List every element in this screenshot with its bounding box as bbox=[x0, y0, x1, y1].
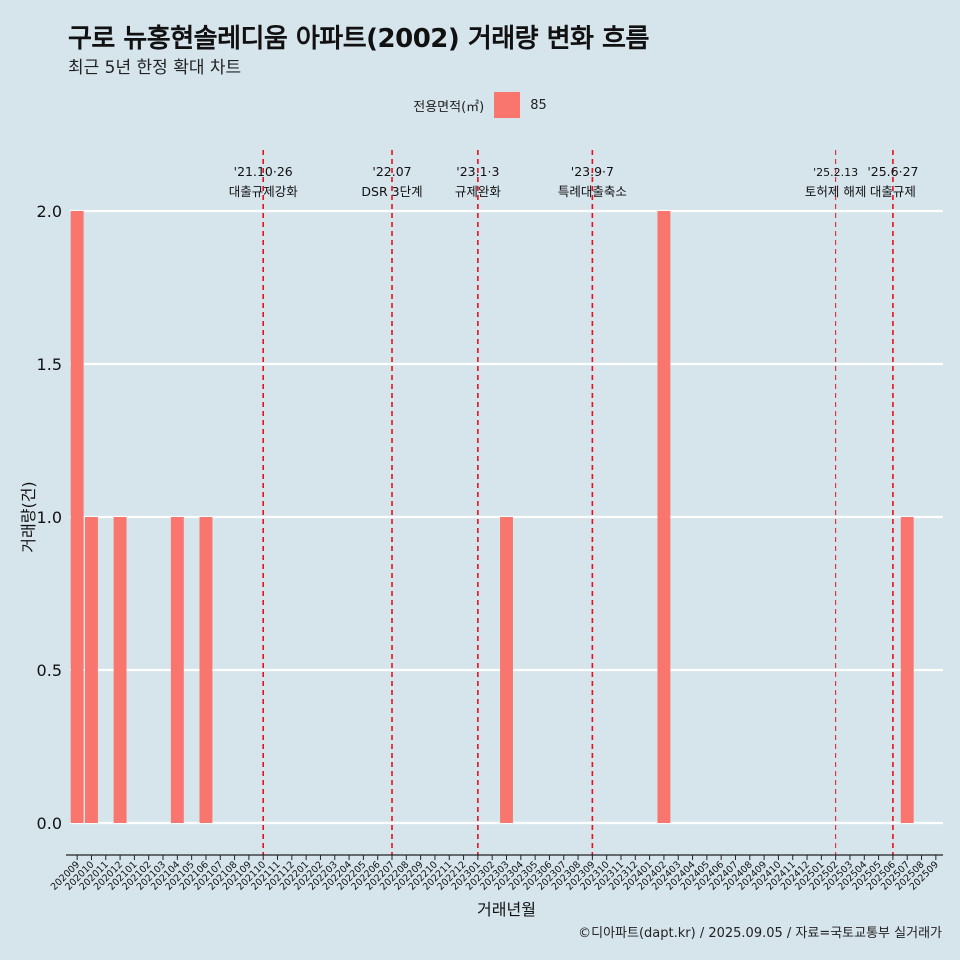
page-subtitle: 최근 5년 한정 확대 차트 bbox=[68, 58, 242, 78]
y-tick-label: 1.5 bbox=[37, 355, 62, 374]
policy-label: 대출규제 bbox=[870, 184, 916, 199]
policy-date: '21.10·26 bbox=[234, 164, 293, 179]
policy-label: 규제완화 bbox=[455, 184, 502, 199]
policy-label: DSR 3단계 bbox=[361, 184, 422, 199]
bar bbox=[199, 517, 213, 823]
bar bbox=[657, 211, 671, 823]
bar bbox=[85, 517, 98, 823]
policy-date: '25.6·27 bbox=[867, 164, 918, 179]
bar bbox=[113, 517, 127, 823]
x-axis-title: 거래년월 bbox=[477, 900, 536, 919]
policy-label: 토허제 해제 bbox=[805, 184, 866, 199]
page-title: 구로 뉴홍현솔레디움 아파트(2002) 거래량 변화 흐름 bbox=[68, 24, 649, 54]
y-tick-label: 0.5 bbox=[37, 661, 62, 680]
bar bbox=[170, 517, 184, 823]
source-caption: ©디아파트(dapt.kr) / 2025.09.05 / 자료=국토교통부 실… bbox=[578, 926, 942, 941]
legend-title: 전용면적(㎡) bbox=[413, 99, 485, 115]
bar bbox=[900, 517, 914, 823]
bar bbox=[70, 211, 84, 823]
policy-date: '23.1·3 bbox=[456, 164, 499, 179]
legend-label: 85 bbox=[530, 97, 547, 113]
policy-date: '22.07 bbox=[372, 164, 411, 179]
legend: 전용면적(㎡) 85 bbox=[0, 92, 960, 118]
y-tick-label: 1.0 bbox=[37, 508, 62, 527]
bar bbox=[500, 517, 513, 823]
y-tick-label: 0.0 bbox=[37, 814, 62, 833]
policy-label: 특례대출축소 bbox=[558, 184, 627, 199]
y-axis-title: 거래량(건) bbox=[19, 481, 38, 552]
y-tick-label: 2.0 bbox=[37, 202, 62, 221]
legend-swatch bbox=[494, 92, 521, 118]
policy-label: 대출규제강화 bbox=[229, 184, 299, 199]
policy-date: '25.2.13 bbox=[813, 166, 858, 179]
policy-date: '23.9·7 bbox=[571, 164, 614, 179]
